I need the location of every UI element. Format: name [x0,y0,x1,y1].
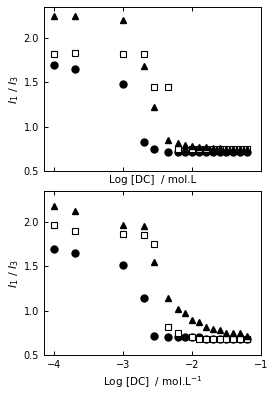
X-axis label: Log [DC]  / mol.L: Log [DC] / mol.L [109,175,196,185]
Y-axis label: $I_1$ / $I_3$: $I_1$ / $I_3$ [7,75,21,104]
Y-axis label: $I_1$ / $I_3$: $I_1$ / $I_3$ [7,258,21,287]
X-axis label: Log [DC]  / mol.L$^{-1}$: Log [DC] / mol.L$^{-1}$ [103,374,202,390]
